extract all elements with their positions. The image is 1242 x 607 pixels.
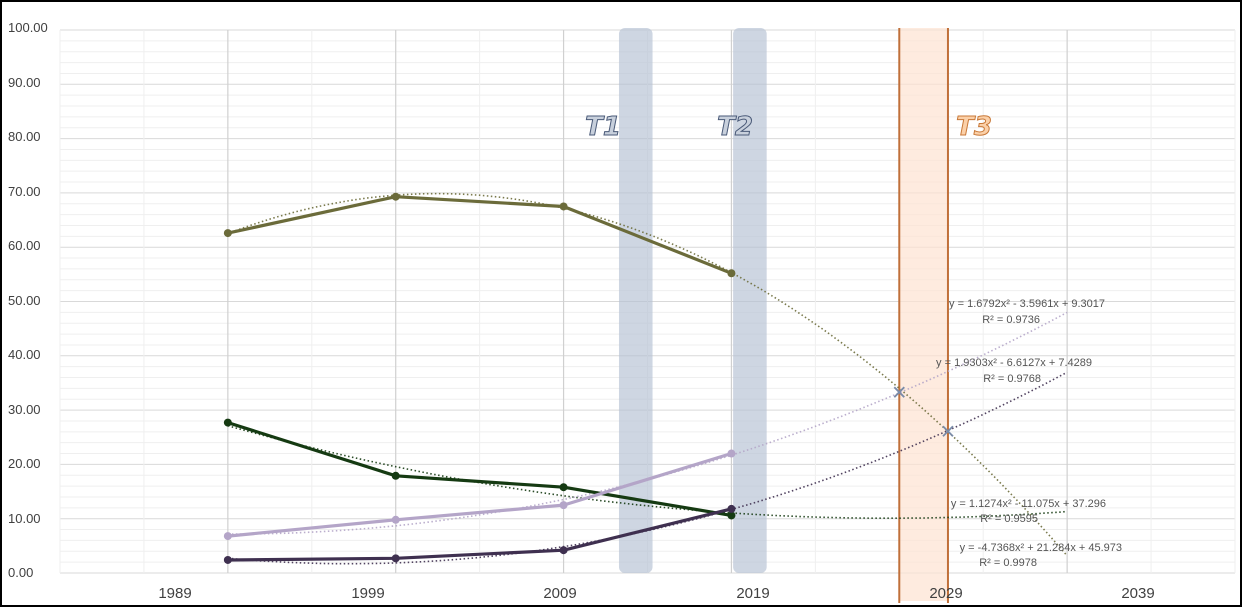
x-tick-label: 2019 [736, 585, 769, 602]
series-line-3 [227, 451, 732, 538]
data-point [223, 418, 232, 427]
intersection-markers [893, 386, 954, 437]
trend-equation: y = 1.9303x² - 6.6127x + 7.4289 [936, 357, 1092, 369]
data-point [391, 471, 400, 480]
series-line-4 [227, 507, 732, 562]
x-tick-label: 2029 [929, 585, 962, 602]
trend-r2: R² = 0.9736 [982, 314, 1040, 326]
trend-r2: R² = 0.9978 [979, 557, 1037, 569]
period-band-t3 [899, 28, 948, 601]
series-line-2 [227, 421, 732, 517]
data-point [559, 546, 568, 555]
period-bands [618, 28, 949, 603]
x-tick-label: 2039 [1121, 585, 1154, 602]
y-tick-label: 30.00 [8, 402, 41, 417]
trendline-series-2 [227, 424, 1068, 519]
trendline-equations: y = 1.6792x² - 3.5961x + 9.3017 R² = 0.9… [936, 298, 1122, 569]
y-tick-label: 10.00 [8, 511, 41, 526]
data-point [391, 554, 400, 563]
y-tick-label: 80.00 [8, 129, 41, 144]
trend-r2: R² = 0.9768 [983, 373, 1041, 385]
y-tick-label: 60.00 [8, 238, 41, 253]
data-point [559, 483, 568, 492]
period-label-t3: T3 [956, 112, 992, 142]
data-point [727, 449, 736, 458]
y-tick-label: 50.00 [8, 293, 41, 308]
data-point [223, 555, 232, 564]
data-point [391, 515, 400, 524]
data-point [559, 202, 568, 211]
y-tick-label: 90.00 [8, 75, 41, 90]
data-point [727, 504, 736, 513]
data-point [559, 501, 568, 510]
y-tick-label: 40.00 [8, 347, 41, 362]
data-point [223, 532, 232, 541]
trend-r2: R² = 0.9595 [980, 513, 1038, 525]
period-label-t2: T2 [717, 112, 753, 142]
y-tick-label: 20.00 [8, 456, 41, 471]
y-tick-label: 0.00 [8, 565, 33, 580]
period-band-t1 [618, 28, 653, 573]
x-axis: 1989 1999 2009 2019 2029 2039 [158, 585, 1154, 602]
x-tick-label: 1999 [351, 585, 384, 602]
series-line-1 [227, 195, 732, 275]
period-labels: T1 T2 T3 [585, 112, 993, 143]
series-lines [223, 192, 736, 564]
period-band-t2 [733, 28, 767, 573]
y-tick-label: 100.00 [8, 20, 48, 35]
period-label-t1: T1 [585, 112, 621, 142]
data-point [727, 269, 736, 278]
trend-equation: y = 1.6792x² - 3.5961x + 9.3017 [949, 298, 1105, 310]
data-point [391, 192, 400, 201]
data-point [223, 229, 232, 238]
trendline-series-4 [227, 371, 1068, 565]
y-axis: 0.00 10.00 20.00 30.00 40.00 50.00 60.00… [8, 20, 48, 580]
intersection-marker [942, 425, 954, 437]
data-point [727, 511, 736, 520]
x-tick-label: 2009 [543, 585, 576, 602]
y-tick-label: 70.00 [8, 184, 41, 199]
trendline-series-1 [227, 192, 1068, 557]
trend-equation: y = -4.7368x² + 21.284x + 45.973 [960, 542, 1122, 554]
intersection-marker [893, 386, 905, 398]
x-tick-label: 1989 [158, 585, 191, 602]
trend-equation: y = 1.1274x² - 11.075x + 37.296 [951, 498, 1106, 510]
